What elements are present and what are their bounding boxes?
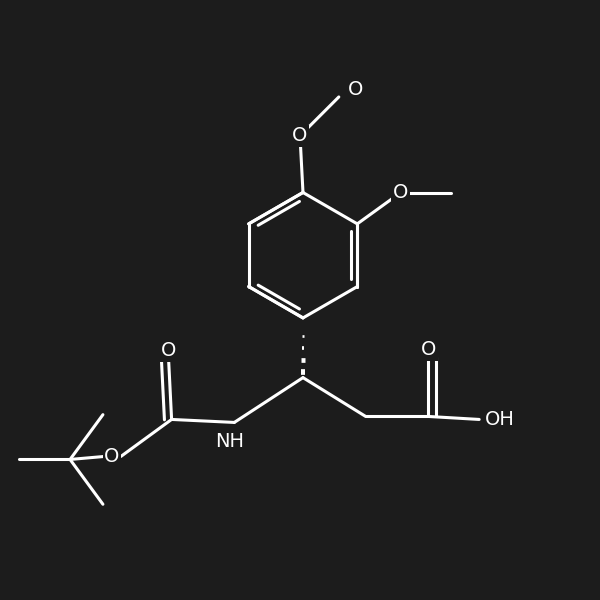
Text: NH: NH <box>215 432 244 451</box>
Text: O: O <box>104 447 119 466</box>
Text: O: O <box>348 80 363 99</box>
Text: OH: OH <box>485 410 515 429</box>
Text: O: O <box>292 126 308 145</box>
Text: O: O <box>421 340 436 359</box>
Text: O: O <box>161 341 176 360</box>
Text: O: O <box>392 183 408 202</box>
